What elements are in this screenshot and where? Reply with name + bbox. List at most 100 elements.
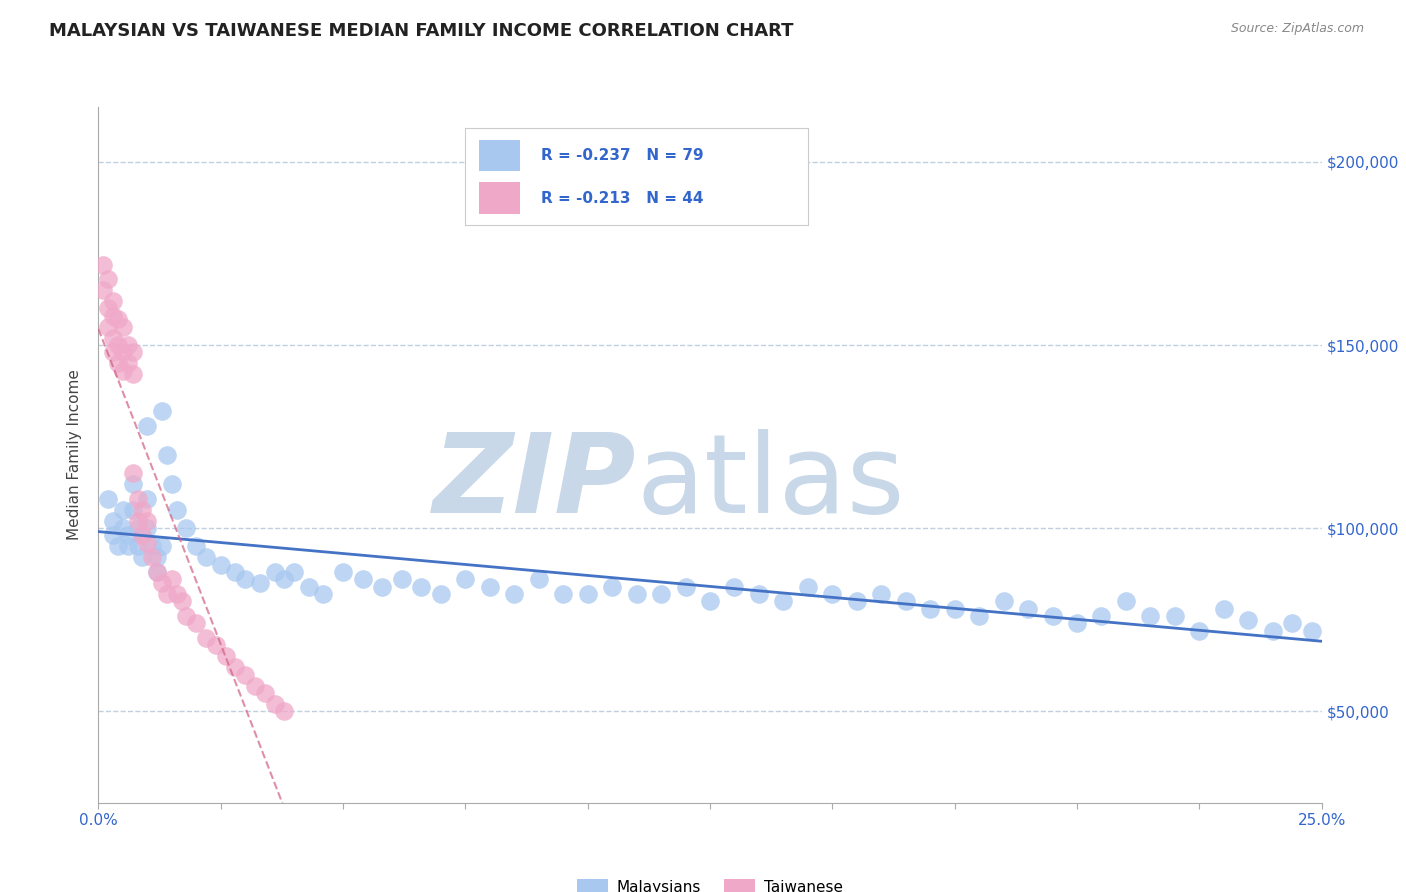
Point <box>170 594 193 608</box>
Text: R = -0.213   N = 44: R = -0.213 N = 44 <box>541 191 703 205</box>
Point <box>91 283 114 297</box>
Point <box>263 697 285 711</box>
Point <box>176 521 198 535</box>
Text: ZIP: ZIP <box>433 429 637 536</box>
Point <box>101 309 124 323</box>
Point <box>131 528 153 542</box>
Point <box>967 609 990 624</box>
Point <box>723 580 745 594</box>
Point <box>176 609 198 624</box>
Point <box>160 477 183 491</box>
Point <box>111 503 134 517</box>
Point <box>166 587 188 601</box>
Point <box>121 477 143 491</box>
Point <box>195 550 218 565</box>
Point <box>894 594 917 608</box>
Point <box>111 319 134 334</box>
Point <box>1017 601 1039 615</box>
Point <box>233 573 256 587</box>
Point <box>186 616 208 631</box>
Point <box>101 331 124 345</box>
Point <box>430 587 453 601</box>
Point <box>136 521 159 535</box>
Point <box>273 573 295 587</box>
Point <box>1261 624 1284 638</box>
Point <box>845 594 868 608</box>
Point <box>136 514 159 528</box>
Point <box>772 594 794 608</box>
Point <box>233 667 256 681</box>
Point <box>1281 616 1303 631</box>
Point <box>699 594 721 608</box>
Point <box>131 503 153 517</box>
Point <box>371 580 394 594</box>
Point <box>298 580 321 594</box>
Point <box>97 272 120 286</box>
Point <box>253 686 276 700</box>
Point <box>943 601 966 615</box>
Point <box>160 573 183 587</box>
Point <box>1301 624 1323 638</box>
Point <box>626 587 648 601</box>
Point <box>273 704 295 718</box>
Point <box>224 565 246 579</box>
Point <box>675 580 697 594</box>
Point <box>146 565 169 579</box>
Point <box>150 404 173 418</box>
Text: R = -0.237   N = 79: R = -0.237 N = 79 <box>541 148 703 162</box>
Point <box>150 576 173 591</box>
Point <box>224 660 246 674</box>
Point <box>1212 601 1234 615</box>
Point <box>111 521 134 535</box>
Point <box>121 368 143 382</box>
Point <box>101 514 124 528</box>
Point <box>146 565 169 579</box>
Point <box>107 312 129 326</box>
Point <box>478 580 501 594</box>
Point <box>920 601 942 615</box>
Point <box>821 587 844 601</box>
Point <box>243 679 266 693</box>
Point <box>121 467 143 481</box>
Y-axis label: Median Family Income: Median Family Income <box>67 369 83 541</box>
Point <box>127 540 149 554</box>
Point <box>576 587 599 601</box>
Point <box>156 448 179 462</box>
Point <box>136 536 159 550</box>
Point <box>249 576 271 591</box>
Point <box>1090 609 1112 624</box>
Point <box>111 364 134 378</box>
Point <box>797 580 820 594</box>
Point <box>111 345 134 359</box>
Bar <box>479 183 520 213</box>
Point <box>117 338 139 352</box>
Point <box>107 338 129 352</box>
Point <box>101 294 124 309</box>
Point <box>97 301 120 316</box>
Point <box>121 503 143 517</box>
Text: atlas: atlas <box>637 429 905 536</box>
Point <box>1139 609 1161 624</box>
Point <box>141 550 163 565</box>
Point <box>150 540 173 554</box>
Point <box>146 550 169 565</box>
Point <box>1164 609 1187 624</box>
Point <box>107 356 129 370</box>
Point <box>101 528 124 542</box>
Point <box>527 573 550 587</box>
Point <box>136 418 159 433</box>
Point <box>391 573 413 587</box>
Point <box>141 540 163 554</box>
Point <box>214 649 236 664</box>
Point <box>117 356 139 370</box>
Point <box>121 345 143 359</box>
Point <box>600 580 623 594</box>
Point <box>205 638 228 652</box>
Point <box>454 573 477 587</box>
Point <box>332 565 354 579</box>
Point <box>870 587 893 601</box>
Point <box>91 258 114 272</box>
Point <box>263 565 285 579</box>
Point <box>1066 616 1088 631</box>
Point <box>97 319 120 334</box>
